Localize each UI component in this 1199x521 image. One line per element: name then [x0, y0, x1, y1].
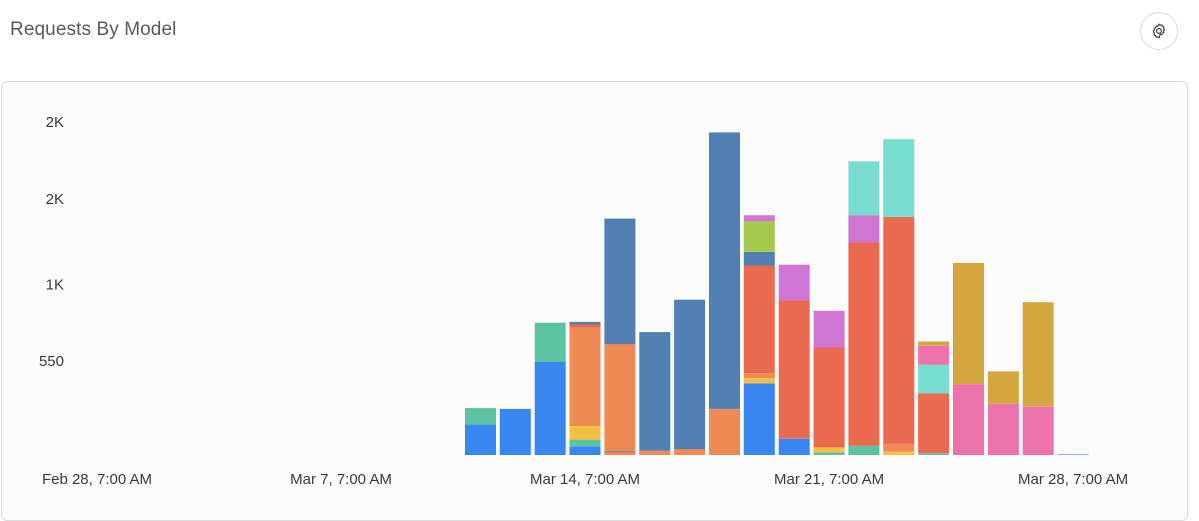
bar-stack[interactable] [778, 264, 810, 455]
bar-segment[interactable] [569, 324, 601, 328]
x-tick-label: Feb 28, 7:00 AM [42, 471, 152, 488]
bar-segment[interactable] [953, 263, 984, 385]
bar-segment[interactable] [987, 371, 1019, 404]
bar-segment[interactable] [743, 221, 775, 252]
bar-stack[interactable] [465, 408, 496, 455]
bar-segment[interactable] [848, 242, 880, 446]
bar-segment[interactable] [813, 452, 845, 455]
bar-stack[interactable] [1022, 302, 1054, 455]
bar-segment[interactable] [743, 215, 775, 222]
bar-segment[interactable] [848, 161, 880, 216]
bar-segment[interactable] [883, 139, 915, 217]
bar-stack[interactable] [987, 371, 1019, 455]
panel-header: Requests By Model [0, 0, 1199, 70]
bar-stack[interactable] [674, 299, 706, 455]
bar-segment[interactable] [778, 438, 810, 455]
bar-segment[interactable] [604, 452, 636, 455]
bar-segment[interactable] [848, 215, 880, 243]
bar-stack[interactable] [499, 408, 531, 455]
bar-segment[interactable] [569, 439, 601, 447]
bar-segment[interactable] [569, 446, 601, 456]
bar-segment[interactable] [465, 424, 496, 455]
y-tick-label: 2K [46, 191, 64, 208]
bar-stack[interactable] [639, 332, 671, 455]
bar-segment[interactable] [883, 451, 915, 455]
bar-stack[interactable] [569, 321, 601, 456]
bar-stack[interactable] [848, 161, 880, 455]
bar-stack[interactable] [1057, 454, 1089, 455]
bar-segment[interactable] [918, 453, 950, 455]
y-tick-label: 550 [39, 353, 64, 370]
bar-segment[interactable] [604, 451, 636, 453]
bar-stack[interactable] [813, 310, 845, 455]
bar-stack[interactable] [709, 132, 740, 455]
bar-segment[interactable] [743, 373, 775, 379]
x-tick-label: Mar 14, 7:00 AM [530, 471, 640, 488]
x-tick-label: Mar 7, 7:00 AM [290, 471, 392, 488]
bar-segment[interactable] [1057, 454, 1089, 455]
bar-segment[interactable] [918, 341, 950, 346]
x-tick-label: Mar 28, 7:00 AM [1018, 471, 1128, 488]
bar-segment[interactable] [569, 327, 601, 426]
bar-segment[interactable] [709, 132, 740, 409]
bar-segment[interactable] [604, 344, 636, 451]
chart-panel: 550 1K 2K 2K Feb 28, 7:00 AM Mar 7, 7:00 AM Ma… [1, 81, 1188, 521]
bar-segment[interactable] [987, 403, 1019, 455]
y-tick-label: 2K [46, 114, 64, 131]
bar-stack[interactable] [918, 341, 950, 456]
settings-button[interactable] [1140, 12, 1178, 50]
gear-icon [1152, 23, 1166, 39]
bar-segment[interactable] [674, 449, 706, 455]
bar-stack[interactable] [953, 263, 984, 455]
bar-segment[interactable] [848, 445, 880, 455]
y-tick-label: 1K [46, 276, 64, 293]
page-title: Requests By Model [10, 19, 177, 40]
bar-segment[interactable] [743, 265, 775, 374]
bar-segment[interactable] [918, 364, 950, 394]
bar-segment[interactable] [743, 378, 775, 384]
bar-stack[interactable] [883, 139, 915, 455]
bar-segment[interactable] [813, 347, 845, 448]
bar-segment[interactable] [604, 450, 636, 452]
bar-segment[interactable] [639, 332, 671, 451]
bar-segment[interactable] [778, 300, 810, 439]
bar-segment[interactable] [883, 216, 915, 444]
bar-segment[interactable] [813, 447, 845, 453]
bar-segment[interactable] [1022, 302, 1054, 407]
bar-segment[interactable] [674, 299, 706, 450]
bar-segment[interactable] [778, 264, 810, 301]
bar-segment[interactable] [534, 362, 566, 455]
x-tick-label: Mar 21, 7:00 AM [774, 471, 884, 488]
bar-segment[interactable] [918, 345, 950, 365]
bar-segment[interactable] [1022, 406, 1054, 455]
bar-segment[interactable] [813, 310, 845, 348]
bar-segment[interactable] [953, 384, 984, 455]
bar-stack[interactable] [604, 218, 636, 455]
bar-segment[interactable] [743, 383, 775, 455]
bar-segment[interactable] [604, 218, 636, 345]
bar-segment[interactable] [499, 408, 531, 455]
bar-segment[interactable] [709, 408, 740, 455]
bar-segment[interactable] [883, 443, 915, 452]
bar-segment[interactable] [639, 450, 671, 455]
requests-by-model-chart: 550 1K 2K 2K Feb 28, 7:00 AM Mar 7, 7:00 AM Ma… [39, 114, 1128, 488]
bar-segment[interactable] [918, 393, 950, 454]
bar-segment[interactable] [534, 322, 566, 362]
bar-stack[interactable] [743, 215, 775, 455]
bar-segment[interactable] [743, 251, 775, 266]
bar-segment[interactable] [569, 321, 601, 325]
bar-segment[interactable] [465, 408, 496, 425]
bar-stack[interactable] [534, 322, 566, 455]
bar-segment[interactable] [569, 426, 601, 440]
